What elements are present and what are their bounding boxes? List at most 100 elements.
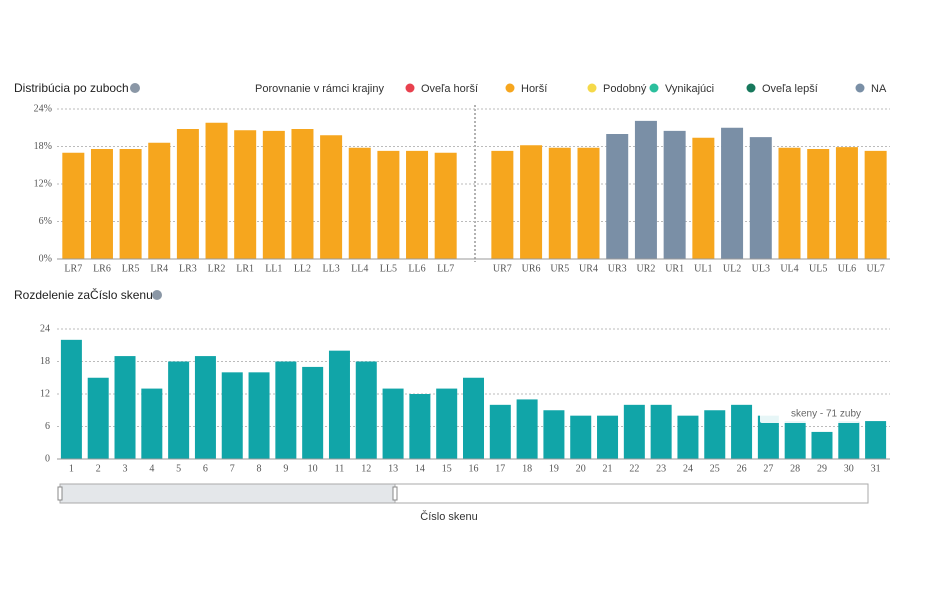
- chart-title: Distribúcia po zuboch: [14, 81, 129, 95]
- bar: [234, 130, 257, 259]
- bar: [623, 404, 645, 459]
- x-tick-label: UR5: [550, 263, 569, 274]
- scroll-handle[interactable]: [392, 486, 398, 501]
- tooltip: skeny - 71 zuby: [791, 409, 861, 420]
- x-tick-label: 27: [763, 463, 773, 474]
- bar: [704, 410, 726, 459]
- bar: [692, 137, 715, 259]
- x-tick-label: LR5: [122, 263, 140, 274]
- x-tick-label: 21: [603, 463, 613, 474]
- y-tick-label: 18%: [34, 141, 52, 152]
- x-tick-label: LL6: [408, 263, 425, 274]
- legend-label: Vynikajúci: [665, 83, 714, 95]
- bar: [302, 366, 324, 459]
- bar: [548, 147, 571, 259]
- x-tick-label: UR7: [493, 263, 512, 274]
- x-tick-label: 5: [176, 463, 181, 474]
- x-tick-label: 23: [656, 463, 666, 474]
- x-tick-label: LR3: [179, 263, 197, 274]
- x-tick-label: 14: [415, 463, 425, 474]
- bar: [141, 388, 163, 459]
- y-tick-label: 6%: [39, 216, 52, 227]
- bar: [865, 421, 887, 459]
- x-tick-label: 13: [388, 463, 398, 474]
- y-tick-label: 24: [40, 323, 50, 334]
- bar: [194, 356, 216, 459]
- x-tick-label: LR4: [150, 263, 168, 274]
- bar: [168, 361, 190, 459]
- scroll-window[interactable]: [59, 483, 396, 504]
- y-tick-label: 12: [40, 388, 50, 399]
- x-tick-label: 24: [683, 463, 693, 474]
- x-tick-label: UR4: [579, 263, 598, 274]
- x-tick-label: UL2: [723, 263, 741, 274]
- bar: [784, 421, 806, 459]
- x-axis-label: Číslo skenu: [420, 510, 477, 523]
- bar: [463, 377, 484, 459]
- x-tick-label: 16: [469, 463, 479, 474]
- bar: [489, 404, 511, 459]
- bar: [62, 152, 85, 259]
- bar: [119, 149, 142, 259]
- x-tick-label: 30: [844, 463, 854, 474]
- x-tick-label: 19: [549, 463, 559, 474]
- bar: [60, 339, 82, 459]
- bar: [543, 410, 565, 459]
- legend-label: Oveľa lepší: [762, 83, 818, 95]
- info-icon[interactable]: [152, 290, 162, 300]
- y-tick-label: 6: [45, 421, 50, 432]
- x-tick-label: UR1: [665, 263, 684, 274]
- x-tick-label: LL2: [294, 263, 311, 274]
- bar: [570, 415, 592, 459]
- x-tick-label: UR3: [608, 263, 627, 274]
- bar: [355, 361, 377, 459]
- x-tick-label: 17: [495, 463, 505, 474]
- bar: [90, 149, 113, 259]
- y-tick-label: 12%: [34, 178, 52, 189]
- tooltip-box: [760, 405, 860, 423]
- bar: [328, 350, 350, 459]
- info-icon[interactable]: [130, 83, 140, 93]
- x-tick-label: UR2: [636, 263, 655, 274]
- legend-label: Podobný: [603, 83, 647, 95]
- bar: [864, 150, 887, 259]
- x-tick-label: LL3: [322, 263, 339, 274]
- bar: [597, 415, 619, 459]
- bar: [634, 120, 657, 259]
- legend-title: Porovnanie v rámci krajiny: [255, 83, 384, 95]
- x-tick-label: 28: [790, 463, 800, 474]
- x-tick-label: 10: [308, 463, 318, 474]
- x-tick-label: 25: [710, 463, 720, 474]
- x-tick-label: 7: [230, 463, 235, 474]
- bar: [778, 147, 801, 259]
- x-tick-label: UR6: [522, 263, 541, 274]
- x-tick-label: UL7: [866, 263, 884, 274]
- x-tick-label: 3: [123, 463, 128, 474]
- x-tick-label: 12: [361, 463, 371, 474]
- x-tick-label: LL5: [380, 263, 397, 274]
- chart-title: Rozdelenie zaČíslo skenu: [14, 287, 153, 302]
- bar: [262, 130, 285, 259]
- bar: [382, 388, 404, 459]
- bar: [749, 137, 772, 259]
- x-tick-label: LR2: [208, 263, 226, 274]
- x-tick-label: 1: [69, 463, 74, 474]
- scroll-handle[interactable]: [57, 486, 63, 501]
- bar: [320, 135, 343, 259]
- bar: [87, 377, 109, 459]
- x-tick-label: UL1: [694, 263, 712, 274]
- bar: [275, 361, 297, 459]
- y-tick-label: 18: [40, 356, 50, 367]
- x-tick-label: 22: [629, 463, 639, 474]
- bar: [436, 388, 458, 459]
- bar: [577, 147, 600, 259]
- bar: [248, 372, 270, 459]
- x-tick-label: 20: [576, 463, 586, 474]
- x-tick-label: LR6: [93, 263, 111, 274]
- bar: [757, 415, 779, 459]
- bar: [663, 130, 686, 259]
- x-tick-label: 4: [149, 463, 154, 474]
- x-tick-label: 6: [203, 463, 208, 474]
- legend-marker: [649, 83, 659, 93]
